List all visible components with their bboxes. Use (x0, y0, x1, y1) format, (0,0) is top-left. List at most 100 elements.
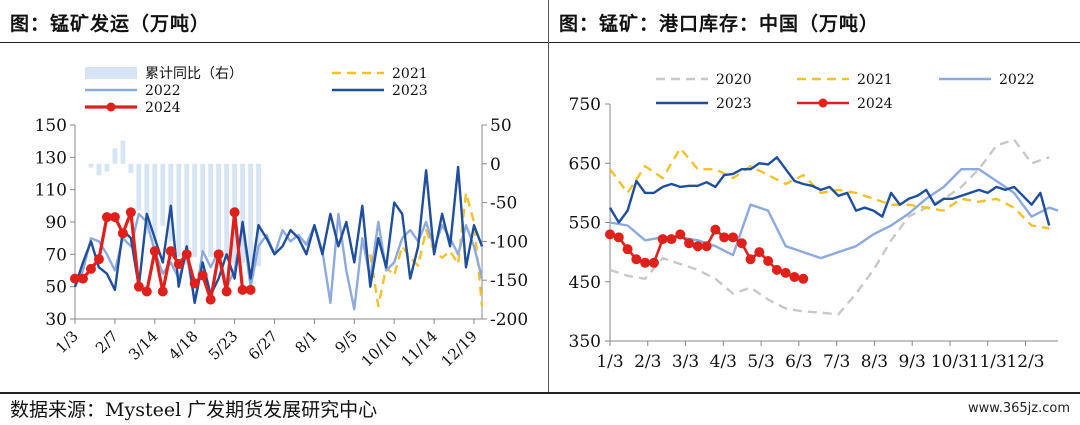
x-tick-label: 12/3 (1006, 352, 1044, 372)
x-tick-label: 4/3 (710, 352, 737, 372)
left-series-2024-point (133, 281, 144, 292)
left-series-2024-point (229, 207, 240, 218)
left-series-2021-line (369, 191, 484, 308)
left-series-2022-line (73, 212, 484, 311)
right-series-2021-line (609, 147, 1050, 230)
y2-tick-label: -150 (490, 271, 528, 291)
x-tick-label: 3/14 (125, 327, 162, 364)
x-tick-label: 5/23 (205, 327, 242, 364)
x-tick-label: 7/3 (823, 352, 850, 372)
right-chart-title: 图：锰矿：港口库存：中国（万吨） (559, 13, 880, 35)
y2-tick-label: -50 (490, 194, 517, 214)
left-series-series-bar (248, 163, 253, 265)
y2-tick-label: 0 (490, 155, 501, 175)
left-chart-panel: 图：锰矿发运（万吨） 30 50 70 90 110 130 150 -200 -150 -100… (0, 0, 548, 392)
right-series-2024-point (666, 234, 677, 245)
left-chart-title: 图：锰矿发运（万吨） (10, 13, 211, 35)
right-legend-2020-label: 2020 (716, 72, 752, 88)
x-tick-label: 2/7 (92, 327, 122, 357)
left-legend-2022-label: 2022 (145, 83, 181, 99)
x-tick-label: 9/3 (899, 352, 926, 372)
left-series-2024-point (165, 246, 176, 257)
x-tick-label: 10/10 (358, 327, 401, 370)
x-tick-label: 10/3 (931, 352, 969, 372)
left-series-2024-point (237, 284, 248, 295)
left-series-2024-point (117, 228, 128, 239)
x-tick-label: 5/3 (747, 352, 774, 372)
left-series-series-bar (224, 163, 230, 259)
left-legend-2021-label: 2021 (392, 66, 428, 82)
y2-tick-label: 50 (490, 116, 512, 136)
left-series-2024-point (149, 246, 160, 257)
right-series-2024-point (648, 257, 659, 268)
left-series-series-bar (240, 163, 245, 264)
y-tick-label: 650 (569, 154, 601, 174)
y2-tick-label: -100 (490, 232, 528, 252)
x-tick-label: 2/3 (634, 352, 661, 372)
right-series-2024-point (780, 267, 791, 278)
right-series-2024-point (684, 238, 695, 249)
left-series-series-bar (160, 163, 166, 226)
right-legend-2022-label: 2022 (999, 72, 1035, 88)
right-title-bar: 图：锰矿：港口库存：中国（万吨） (549, 0, 1080, 43)
right-series-2024-point (745, 254, 756, 265)
right-series-2024-point (631, 254, 642, 265)
left-series-series-bar (208, 163, 214, 257)
right-series-2024-point (605, 229, 615, 240)
left-series-2024-point (205, 294, 216, 305)
x-tick-label: 8/3 (861, 352, 888, 372)
x-tick-label: 4/18 (165, 327, 202, 364)
right-series-2022-line (609, 167, 1059, 260)
watermark-url: www.365jz.com (968, 401, 1070, 416)
right-series-2024-point (719, 232, 730, 243)
left-series-series-bar (168, 163, 174, 242)
right-series-2024-point (701, 241, 712, 252)
x-tick-label: 1/3 (596, 352, 623, 372)
left-series-2024-point (125, 207, 136, 218)
left-series-2024-point (85, 263, 96, 274)
right-series-2024-point (771, 264, 782, 275)
left-legend-series-swatch (85, 67, 137, 79)
y-tick-label: 450 (569, 273, 601, 293)
source-note: 数据来源：Mysteel 广发期货发展研究中心 (10, 399, 378, 421)
left-series-series-bar (144, 163, 150, 234)
x-tick-label: 9/5 (331, 327, 361, 357)
x-tick-label: 6/27 (245, 327, 282, 364)
left-series-2024-point (77, 273, 88, 284)
right-series-2024-point (640, 257, 651, 268)
y-tick-label: 90 (45, 213, 67, 233)
left-legend-2024-label: 2024 (145, 100, 181, 116)
left-series-series-bar (96, 163, 102, 176)
left-series-2024-point (109, 212, 120, 223)
x-tick-label: 12/19 (438, 327, 481, 370)
right-series-2024-point (613, 232, 624, 243)
left-title-bar: 图：锰矿发运（万吨） (0, 0, 548, 43)
y-tick-label: 130 (35, 148, 67, 168)
left-series-2024-point (245, 284, 256, 295)
left-series-2024-point (70, 273, 80, 284)
left-series-2024-point (197, 270, 208, 281)
right-series-2024-point (657, 234, 668, 245)
left-series-2024-point (173, 259, 184, 270)
left-series-2024-point (189, 278, 200, 289)
left-chart: 30 50 70 90 110 130 150 -200 -150 -100 -50 0 50 1/3 2/… (35, 66, 529, 370)
y-tick-label: 50 (45, 278, 67, 298)
right-legend-2024-marker (818, 98, 828, 108)
right-legend-2023-label: 2023 (716, 96, 752, 112)
y-tick-label: 110 (35, 181, 67, 201)
left-series-2024-point (221, 286, 232, 297)
left-series-series-bar (152, 163, 158, 248)
y-tick-label: 550 (569, 214, 601, 234)
x-tick-label: 6/3 (785, 352, 812, 372)
left-series-series-bar (112, 148, 118, 164)
right-series-2024-point (754, 247, 765, 258)
left-series-series-bar (128, 163, 134, 174)
left-series-series-bar (120, 140, 126, 164)
right-chart-panel: 图：锰矿：港口库存：中国（万吨） 350 450 550 650 750 1/3 2/3 3/… (549, 0, 1080, 392)
footer-rule (0, 392, 1080, 394)
right-series-2024-point (675, 229, 686, 240)
left-series-series-bar (192, 163, 198, 257)
left-series-series-bar (88, 163, 94, 168)
y-tick-label: 70 (45, 245, 67, 265)
y-tick-label: 150 (35, 116, 67, 136)
